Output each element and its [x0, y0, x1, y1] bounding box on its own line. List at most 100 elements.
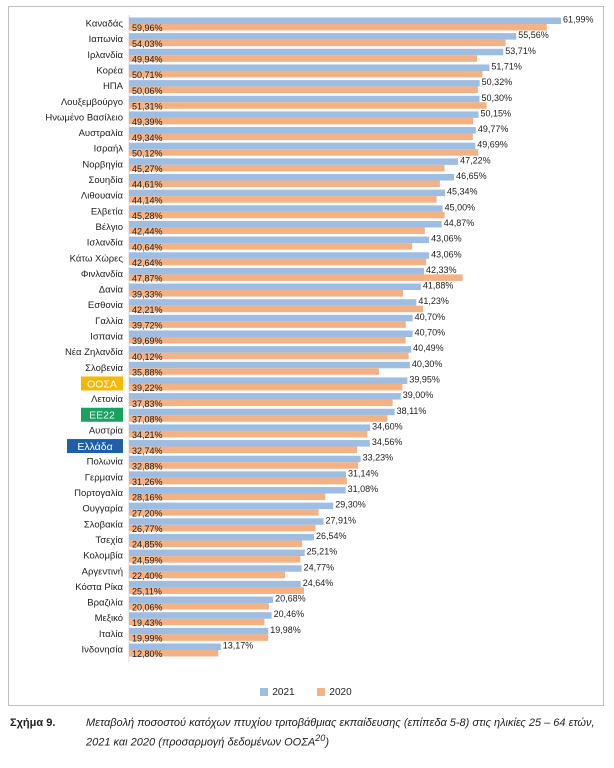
legend-swatch-2020 — [317, 688, 326, 697]
data-label-2020: 12,80% — [132, 649, 163, 659]
category-label: Δανία — [99, 285, 124, 296]
category-label: Λετονία — [91, 394, 123, 405]
bar-2020 — [129, 227, 425, 234]
category-label: Ελβετία — [91, 206, 124, 217]
data-label-2020: 45,28% — [132, 211, 163, 221]
legend-label-2021: 2021 — [272, 687, 295, 698]
bar-2020 — [129, 321, 406, 328]
bar-2020 — [129, 39, 506, 47]
data-label-2021: 39,95% — [409, 374, 440, 384]
bar-2021 — [129, 95, 480, 103]
data-label-2021: 40,70% — [415, 328, 446, 338]
figure-number: Σχήμα 9. — [10, 717, 56, 729]
category-label: ΕΕ22 — [89, 410, 115, 422]
category-label: Κολομβία — [83, 551, 123, 562]
data-label-2020: 35,88% — [132, 368, 163, 378]
bar-2020 — [129, 415, 388, 422]
data-label-2020: 40,64% — [132, 242, 163, 252]
data-label-2021: 31,08% — [348, 484, 379, 494]
bar-2020 — [129, 540, 303, 547]
bar-2020 — [129, 86, 478, 94]
data-label-2021: 20,68% — [275, 594, 306, 604]
data-label-2020: 24,85% — [132, 540, 163, 550]
category-label: Ιρλανδία — [87, 50, 123, 61]
category-label: Φινλανδία — [81, 269, 124, 280]
bar-2021 — [129, 64, 490, 71]
data-label-2021: 47,22% — [460, 155, 491, 165]
data-label-2021: 38,11% — [397, 406, 427, 416]
caption-closing: ) — [325, 736, 330, 749]
data-label-2020: 22,40% — [132, 571, 163, 581]
data-label-2021: 53,71% — [505, 46, 536, 56]
bar-2020 — [129, 634, 269, 641]
bar-2021 — [129, 299, 417, 306]
bar-2021 — [129, 17, 561, 24]
bar-2021 — [129, 533, 314, 541]
category-label: Ιαπωνία — [89, 34, 124, 45]
caption-footnote-mark: 20 — [315, 733, 326, 743]
category-label: Λουξεμβούργο — [61, 97, 123, 108]
bar-2021 — [129, 549, 305, 557]
bar-chart: Καναδάς 61,99% 59,96% Ιαπωνία 55,56% 54,03% Ιρ… — [45, 15, 594, 663]
category-label: Ισραήλ — [94, 144, 124, 155]
data-label-2020: 37,83% — [132, 399, 163, 409]
bar-2020 — [129, 618, 265, 626]
data-label-2020: 45,27% — [132, 164, 163, 174]
data-label-2021: 41,88% — [423, 281, 454, 291]
data-label-2020: 27,20% — [132, 508, 163, 518]
data-label-2020: 20,06% — [132, 602, 163, 612]
category-label: Σλοβενία — [85, 363, 123, 374]
chart-frame: Καναδάς 61,99% 59,96% Ιαπωνία 55,56% 54,03% Ιρ… — [8, 6, 604, 706]
bar-2021 — [129, 33, 517, 40]
category-label: Τσεχία — [96, 535, 124, 546]
data-label-2020: 42,21% — [132, 305, 163, 315]
bar-2020 — [129, 243, 413, 250]
bar-2020 — [129, 650, 219, 657]
data-label-2021: 61,99% — [563, 15, 594, 25]
bar-2020 — [129, 196, 437, 203]
bar-2020 — [129, 290, 404, 297]
category-label: Ιταλία — [99, 629, 124, 640]
category-label: Κόστα Ρίκα — [75, 582, 123, 593]
category-label: Ισλανδία — [87, 238, 124, 249]
bar-2021 — [129, 142, 476, 150]
data-label-2021: 33,23% — [363, 453, 394, 463]
bar-2021 — [129, 643, 221, 650]
bar-2021 — [129, 330, 413, 337]
bar-2020 — [129, 462, 359, 469]
data-label-2021: 19,98% — [270, 625, 301, 635]
bar-2020 — [129, 524, 316, 532]
data-label-2020: 32,74% — [132, 446, 163, 456]
bar-2020 — [129, 55, 478, 62]
bar-2020 — [129, 337, 406, 344]
data-label-2020: 51,31% — [132, 101, 163, 111]
category-label: ΟΟΣΑ — [87, 378, 117, 390]
category-label: Αυστρία — [89, 425, 124, 436]
category-label: Μεξικό — [95, 613, 123, 624]
data-label-2020: 39,69% — [132, 336, 163, 346]
bar-2020 — [129, 180, 440, 187]
data-label-2021: 40,70% — [415, 312, 446, 322]
category-label: Αυστραλία — [79, 128, 124, 139]
bar-2020 — [129, 556, 301, 563]
highlight-box — [67, 439, 123, 454]
category-label: Γαλλία — [95, 316, 123, 327]
bar-2020 — [129, 70, 483, 78]
data-label-2020: 24,59% — [132, 555, 163, 565]
bar-2020 — [129, 24, 547, 31]
data-label-2020: 25,11% — [132, 587, 162, 597]
legend-item-2021: 2021 — [260, 687, 295, 698]
data-label-2020: 28,16% — [132, 493, 163, 503]
data-label-2021: 50,32% — [482, 77, 513, 87]
data-label-2021: 26,54% — [316, 531, 347, 541]
bar-2020 — [129, 477, 347, 485]
bar-2020 — [129, 117, 474, 125]
data-label-2021: 55,56% — [518, 30, 549, 40]
data-label-2021: 29,30% — [335, 500, 366, 510]
bar-2021 — [129, 252, 430, 259]
bar-2021 — [129, 283, 421, 291]
category-label: Γερμανία — [85, 472, 124, 483]
caption-main-text: Μεταβολή ποσοστού κατόχων πτυχίου τριτοβ… — [86, 717, 595, 749]
data-label-2020: 50,12% — [132, 148, 163, 158]
data-label-2020: 54,03% — [132, 39, 163, 49]
